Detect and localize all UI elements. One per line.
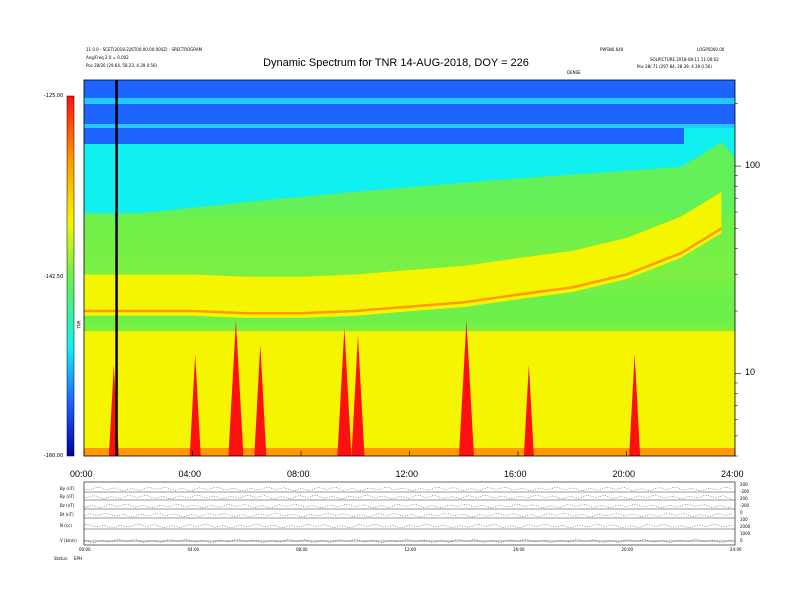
- x-tick-label: 16:00: [504, 469, 527, 479]
- band-blue-2: [84, 104, 735, 124]
- y-tick-label: 10: [745, 367, 756, 378]
- header-left-line3: Pos 28/20 (29.64, 58.23, 4.39 0.56): [86, 63, 158, 68]
- colorbar: [67, 96, 74, 456]
- aux-bottom-tick: 00:00: [79, 547, 91, 552]
- aux-right-tick: -200: [740, 503, 750, 508]
- aux-panel-label: V (km/s): [60, 538, 77, 543]
- burst-7: [523, 364, 534, 456]
- burst-5: [351, 335, 365, 456]
- x-tick-label: 24:00: [721, 469, 744, 479]
- header-right-d: Pos 28/.71 (297.84, 28.39, 4.39 0.56): [637, 64, 712, 69]
- aux-trace-4: [83, 523, 733, 529]
- header-mid: DENSE: [567, 70, 581, 75]
- burst-3: [254, 344, 267, 456]
- chart-title: Dynamic Spectrum for TNR 14-AUG-2018, DO…: [263, 57, 529, 69]
- colorbar-tick-mid: -142.50: [44, 274, 64, 280]
- colorbar-tick-top: -125.00: [44, 93, 64, 99]
- aux-trace-3: [83, 512, 733, 518]
- aux-right-tick: 200: [740, 496, 748, 501]
- x-tick-label: 00:00: [70, 469, 93, 479]
- band-blue-top: [84, 80, 735, 98]
- aux-panel-label: Bz (nT): [60, 503, 75, 508]
- aux-bottom-tick: 24:00: [730, 547, 742, 552]
- burst-4: [337, 327, 352, 456]
- aux-panel-label: Bt (nT): [60, 512, 74, 517]
- aux-right-tick: 200: [740, 482, 748, 487]
- burst-1: [189, 354, 201, 456]
- plasma-line: [84, 227, 723, 315]
- header-left-line1: 11 0.0 - SCET(2018-226T00:00:00:000Z) - …: [86, 47, 203, 52]
- aux-panel-label: By (nT): [60, 486, 75, 491]
- header-right-c: SOLPICTURE 2018-08-11 11:00:02: [650, 57, 719, 62]
- aux-trace-5: [83, 538, 733, 544]
- burst-2: [228, 320, 244, 456]
- x-tick-label: 04:00: [178, 469, 202, 479]
- burst-8: [629, 354, 641, 456]
- status-label: Status:: [54, 556, 69, 561]
- aux-trace-2: [83, 503, 733, 509]
- burst-6: [458, 320, 474, 456]
- aux-trace-1: [83, 494, 733, 500]
- band-light-2: [84, 124, 735, 128]
- aux-panel-label: By (nT): [60, 494, 75, 499]
- aux-right-tick: 0: [740, 538, 743, 543]
- aux-right-tick: 1000: [740, 531, 751, 536]
- aux-trace-0: [83, 486, 733, 492]
- aux-bottom-tick: 20:00: [621, 547, 634, 552]
- colorbar-tick-bottom: -160.00: [44, 453, 64, 459]
- aux-panel-label: N (cc): [60, 523, 72, 528]
- yellow-plasma-band: [84, 192, 722, 318]
- aux-right-tick: 0: [740, 510, 743, 515]
- header-right-a: PWSN0.640: [600, 47, 624, 52]
- y-tick-label: 100: [745, 160, 761, 171]
- header-left-line2: Ang/Freq 2.0 = 0.002: [86, 55, 129, 60]
- aux-right-tick: 100: [740, 517, 748, 522]
- band-light: [84, 98, 735, 104]
- band-blue-3: [84, 128, 684, 144]
- eph-label: EPH: [74, 556, 82, 561]
- x-tick-label: 20:00: [612, 469, 636, 479]
- aux-bottom-tick: 08:00: [296, 547, 308, 552]
- aux-right-tick: 2000: [740, 524, 751, 529]
- x-tick-label: 12:00: [395, 469, 419, 479]
- aux-right-tick: -200: [740, 489, 750, 494]
- aux-bottom-tick: 16:00: [513, 547, 525, 552]
- aux-bottom-tick: 12:00: [404, 547, 417, 552]
- aux-bottom-tick: 04:00: [187, 547, 200, 552]
- header-right-b: LOGP5000.00: [697, 47, 725, 52]
- aux-frame: [83, 481, 736, 546]
- x-tick-label: 08:00: [287, 469, 310, 479]
